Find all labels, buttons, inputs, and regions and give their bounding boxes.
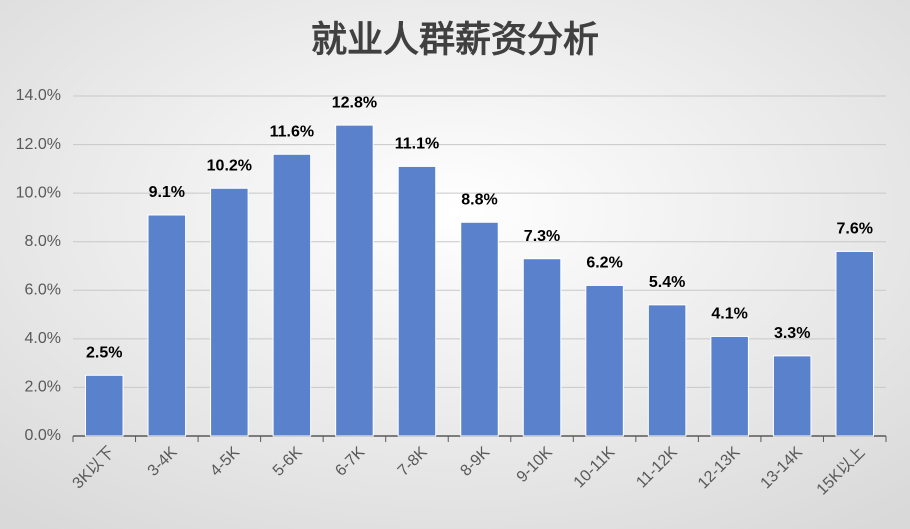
y-tick-label: 2.0%	[25, 379, 61, 396]
bar	[710, 335, 749, 437]
y-tick-label: 10.0%	[16, 184, 61, 201]
bar	[85, 374, 124, 437]
y-tick-label: 6.0%	[25, 282, 61, 299]
bar	[772, 355, 812, 437]
value-label: 10.2%	[207, 158, 252, 175]
value-label: 5.4%	[649, 274, 685, 291]
value-label: 11.1%	[395, 136, 439, 153]
chart-title: 就业人群薪资分析	[311, 19, 599, 60]
value-label: 11.6%	[270, 124, 314, 141]
value-label: 4.1%	[711, 306, 747, 323]
bar	[397, 165, 437, 437]
value-label: 12.8%	[332, 94, 377, 111]
bar	[272, 153, 312, 437]
bar	[647, 304, 687, 437]
bar	[335, 124, 374, 437]
bar	[522, 258, 562, 437]
value-label: 8.8%	[461, 192, 497, 209]
value-label: 2.5%	[86, 345, 122, 362]
y-tick-label: 12.0%	[16, 136, 61, 153]
bar	[835, 250, 874, 437]
value-label: 3.3%	[774, 325, 810, 342]
y-tick-label: 0.0%	[25, 427, 61, 444]
bar	[460, 221, 499, 437]
y-tick-label: 4.0%	[25, 330, 61, 347]
y-tick-label: 14.0%	[16, 87, 61, 104]
bar	[210, 187, 249, 437]
value-label: 7.6%	[836, 221, 872, 238]
bar	[147, 214, 187, 437]
value-label: 7.3%	[524, 228, 560, 245]
bar	[585, 284, 624, 437]
y-tick-label: 8.0%	[25, 233, 61, 250]
value-label: 9.1%	[149, 184, 185, 201]
value-label: 6.2%	[586, 255, 622, 272]
